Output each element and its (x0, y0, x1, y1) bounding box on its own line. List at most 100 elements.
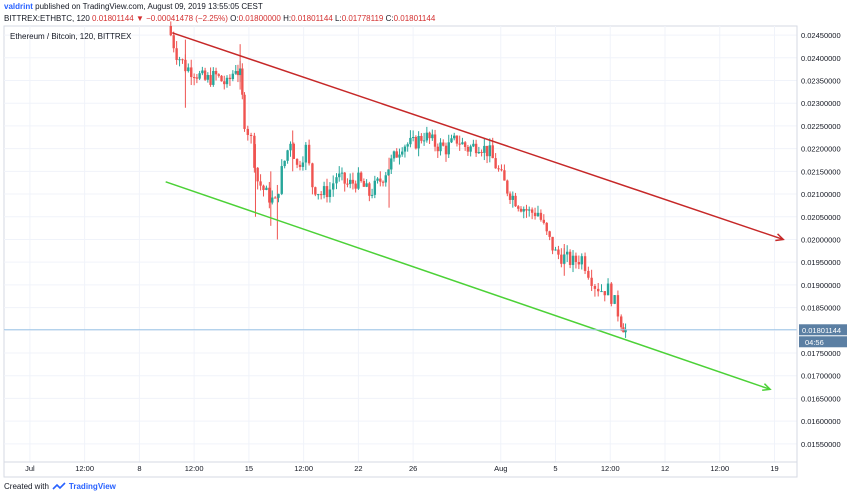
candle-body[interactable] (511, 195, 514, 200)
candle-body[interactable] (362, 181, 366, 187)
candle-body[interactable] (392, 151, 396, 159)
candle-body[interactable] (178, 59, 181, 61)
candle-body[interactable] (253, 135, 256, 168)
candle-body[interactable] (620, 316, 623, 328)
candle-body[interactable] (225, 77, 229, 85)
candle-body[interactable] (494, 158, 497, 169)
candle-body[interactable] (469, 146, 472, 152)
candle-body[interactable] (351, 179, 355, 184)
candle-body[interactable] (508, 193, 512, 200)
candle-body[interactable] (597, 288, 600, 292)
candle-body[interactable] (172, 35, 175, 49)
candle-body[interactable] (304, 144, 308, 163)
candle-body[interactable] (328, 189, 332, 198)
candle-body[interactable] (447, 142, 450, 155)
candle-body[interactable] (343, 172, 346, 184)
candle-body[interactable] (357, 172, 360, 189)
candle-body[interactable] (401, 151, 404, 155)
candle-body[interactable] (610, 283, 613, 304)
candle-body[interactable] (472, 143, 475, 147)
candle-body[interactable] (525, 209, 528, 211)
candle-body[interactable] (241, 68, 244, 95)
candle-body[interactable] (530, 209, 534, 213)
candle-body[interactable] (483, 145, 486, 153)
candle-body[interactable] (433, 134, 437, 147)
candle-body[interactable] (271, 197, 274, 203)
candle-body[interactable] (289, 143, 292, 151)
candle-body[interactable] (528, 209, 531, 211)
candle-body[interactable] (398, 154, 401, 158)
candle-body[interactable] (533, 212, 537, 217)
candle-body[interactable] (268, 187, 271, 203)
candle-body[interactable] (198, 73, 201, 79)
candle-body[interactable] (563, 254, 566, 264)
candle-body[interactable] (545, 222, 548, 232)
candle-body[interactable] (466, 146, 470, 152)
candle-body[interactable] (359, 172, 363, 182)
candle-body[interactable] (246, 128, 250, 135)
candle-body[interactable] (317, 194, 320, 196)
candle-body[interactable] (259, 181, 262, 186)
candle-body[interactable] (517, 206, 520, 209)
candle-body[interactable] (463, 142, 467, 147)
candle-body[interactable] (425, 132, 429, 141)
candle-body[interactable] (480, 151, 483, 153)
candle-body[interactable] (593, 285, 597, 289)
candle-body[interactable] (491, 145, 494, 159)
candle-body[interactable] (223, 81, 226, 85)
upper-trendline[interactable] (172, 32, 784, 241)
candle-body[interactable] (474, 143, 478, 154)
candle-body[interactable] (387, 169, 390, 176)
candle-body[interactable] (583, 256, 587, 271)
candle-body[interactable] (228, 77, 232, 80)
candle-body[interactable] (587, 270, 590, 278)
candle-body[interactable] (554, 249, 557, 251)
candle-body[interactable] (422, 140, 426, 142)
candle-body[interactable] (195, 77, 199, 79)
candle-body[interactable] (365, 183, 368, 187)
candle-body[interactable] (234, 71, 237, 74)
candle-body[interactable] (184, 59, 187, 72)
candle-body[interactable] (212, 70, 215, 85)
candle-body[interactable] (249, 134, 253, 136)
candle-body[interactable] (522, 209, 525, 212)
candle-body[interactable] (477, 151, 481, 154)
candle-body[interactable] (453, 135, 456, 139)
candle-body[interactable] (417, 135, 420, 149)
candle-body[interactable] (301, 162, 305, 167)
candle-body[interactable] (500, 169, 503, 171)
candle-body[interactable] (548, 231, 551, 237)
candle-body[interactable] (187, 67, 190, 72)
candle-body[interactable] (256, 167, 259, 182)
candle-body[interactable] (231, 73, 235, 80)
candle-body[interactable] (560, 254, 563, 264)
candle-body[interactable] (373, 180, 377, 195)
candle-body[interactable] (551, 236, 554, 251)
candle-body[interactable] (238, 68, 242, 76)
candle-body[interactable] (624, 329, 627, 333)
candle-body[interactable] (455, 135, 459, 144)
candle-body[interactable] (314, 187, 317, 195)
candle-body[interactable] (214, 70, 218, 75)
candle-body[interactable] (444, 145, 448, 155)
candle-body[interactable] (450, 138, 453, 143)
candle-body[interactable] (192, 77, 196, 79)
candle-body[interactable] (439, 142, 442, 152)
candle-body[interactable] (574, 255, 578, 263)
candle-body[interactable] (201, 70, 204, 74)
candle-body[interactable] (519, 208, 523, 212)
candle-body[interactable] (414, 136, 418, 149)
candle-body[interactable] (571, 255, 575, 265)
candle-body[interactable] (262, 185, 265, 190)
candle-body[interactable] (539, 212, 543, 220)
candle-body[interactable] (265, 187, 268, 190)
candle-body[interactable] (379, 178, 382, 182)
candle-body[interactable] (175, 48, 178, 60)
candle-body[interactable] (616, 295, 620, 317)
candle-body[interactable] (292, 143, 295, 159)
candle-body[interactable] (236, 71, 240, 76)
candle-body[interactable] (485, 145, 489, 157)
time-axis[interactable]: Jul 12:00 8 12:00 15 12:00 22 26 Aug 5 12:00 12 12:0… (25, 464, 779, 473)
candle-body[interactable] (335, 177, 338, 184)
